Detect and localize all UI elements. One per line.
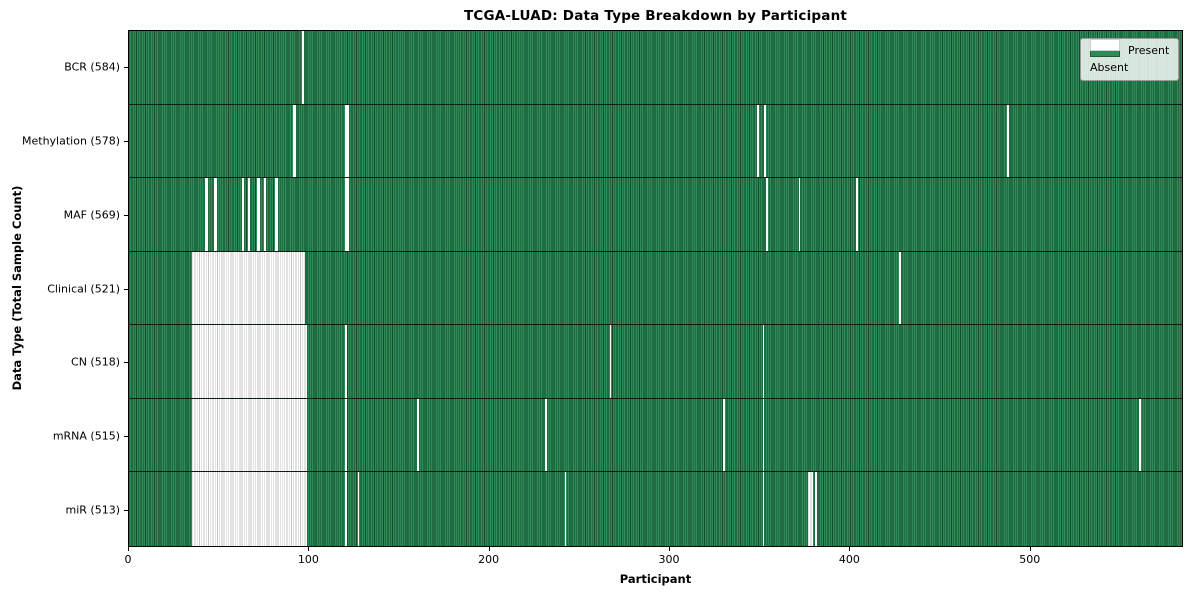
chart-title: TCGA-LUAD: Data Type Breakdown by Partic…: [463, 8, 848, 24]
y-tick-mark: [124, 141, 128, 142]
plot-area: [128, 30, 1183, 547]
absent-segment: [292, 104, 297, 178]
absent-segment: [345, 325, 347, 398]
x-tick-mark: [669, 547, 671, 551]
absent-segment: [213, 178, 218, 251]
x-tick-mark: [488, 547, 490, 551]
y-tick-label-clinical: Clinical (521): [47, 282, 120, 295]
absent-segment: [242, 178, 245, 251]
x-tick-label: 500: [1019, 553, 1041, 566]
absent-segment: [1138, 398, 1141, 472]
y-tick-label-methylation: Methylation (578): [22, 134, 120, 148]
absent-segment: [764, 104, 767, 178]
absent-segment: [609, 325, 612, 398]
x-tick-label: 300: [658, 553, 680, 566]
y-tick-label-maf: MAF (569): [63, 208, 120, 222]
absent-segment: [814, 472, 817, 546]
absent-segment: [762, 472, 765, 546]
y-tick-mark: [124, 362, 128, 363]
absent-segment: [192, 398, 308, 472]
absent-segment: [856, 178, 858, 251]
x-tick-label: 0: [124, 553, 132, 566]
absent-segment: [762, 398, 765, 472]
absent-segment: [301, 31, 304, 104]
absent-segment: [798, 178, 801, 251]
absent-segment: [807, 472, 813, 546]
absent-segment: [757, 104, 759, 178]
absent-segment: [345, 472, 347, 546]
absent-segment: [274, 178, 279, 251]
absent-segment: [345, 398, 347, 472]
absent-segment: [766, 178, 768, 251]
x-tick-label: 400: [838, 553, 860, 566]
absent-segment: [357, 472, 360, 546]
legend-label: Present: [1128, 44, 1170, 57]
absent-segment: [247, 178, 250, 251]
data-row-mrna: [129, 398, 1182, 473]
data-row-mir: [129, 472, 1182, 546]
y-tick-mark: [124, 215, 128, 216]
data-row-clinical: [129, 251, 1182, 326]
y-tick-label-mir: miR (513): [65, 503, 121, 517]
x-tick-label: 100: [297, 553, 319, 566]
x-tick-mark: [128, 547, 129, 551]
data-row-cn: [129, 325, 1182, 399]
absent-segment: [723, 398, 725, 472]
y-tick-mark: [124, 67, 128, 68]
absent-segment: [264, 178, 266, 251]
legend-swatch-absent: [1090, 39, 1120, 51]
x-tick-mark: [308, 547, 310, 551]
y-tick-label-mrna: mRNA (515): [52, 429, 120, 443]
absent-segment: [256, 178, 261, 251]
absent-segment: [1007, 104, 1010, 178]
data-row-methylation: [129, 104, 1182, 179]
y-tick-mark: [124, 289, 128, 290]
y-tick-label-bcr: BCR (584): [64, 60, 120, 74]
data-row-maf: [129, 178, 1182, 252]
absent-segment: [345, 104, 349, 178]
x-tick-mark: [1029, 547, 1031, 551]
y-tick-mark: [124, 436, 128, 437]
data-row-bcr: [129, 31, 1182, 105]
legend-label: Absent: [1090, 61, 1129, 74]
legend-entry-absent: Absent: [1090, 39, 1169, 74]
x-axis-label: Participant: [619, 572, 692, 586]
x-tick-mark: [849, 547, 851, 551]
legend: Present Absent: [1080, 38, 1180, 81]
absent-segment: [192, 251, 306, 325]
absent-segment: [899, 251, 902, 325]
absent-segment: [544, 398, 547, 472]
absent-segment: [762, 325, 765, 398]
y-tick-label-cn: CN (518): [71, 355, 120, 369]
absent-segment: [345, 178, 349, 251]
absent-segment: [192, 325, 308, 398]
y-tick-mark: [124, 510, 128, 511]
absent-segment: [192, 472, 308, 546]
x-tick-label: 200: [478, 553, 500, 566]
absent-segment: [204, 178, 209, 251]
absent-segment: [564, 472, 567, 546]
absent-segment: [417, 398, 419, 472]
